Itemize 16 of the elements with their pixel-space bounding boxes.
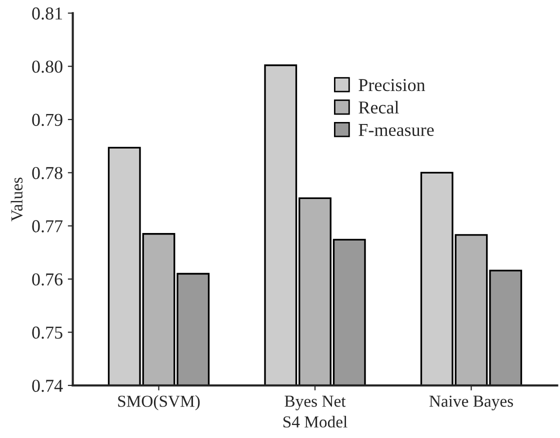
x-tick-label: SMO(SVM) xyxy=(118,395,200,410)
y-tick-label: 0.81 xyxy=(32,7,62,20)
legend-label: F-measure xyxy=(358,124,434,136)
x-axis-title: S4 Model xyxy=(283,416,348,428)
y-tick-label: 0.77 xyxy=(32,220,63,232)
y-tick-label: 0.76 xyxy=(32,273,63,286)
legend-label: Precision xyxy=(358,79,426,92)
legend-label: Recal xyxy=(358,100,399,114)
y-tick-label: 0.79 xyxy=(32,114,62,126)
y-tick-label: 0.80 xyxy=(32,60,62,73)
x-tick-label: Naive Bayes xyxy=(429,396,513,410)
x-tick-label: Byes Net xyxy=(284,396,346,410)
y-tick-label: 0.78 xyxy=(32,166,62,180)
y-tick-label: 0.75 xyxy=(32,326,62,339)
y-tick-label: 0.74 xyxy=(32,380,63,392)
y-axis-title: Values xyxy=(10,178,23,222)
